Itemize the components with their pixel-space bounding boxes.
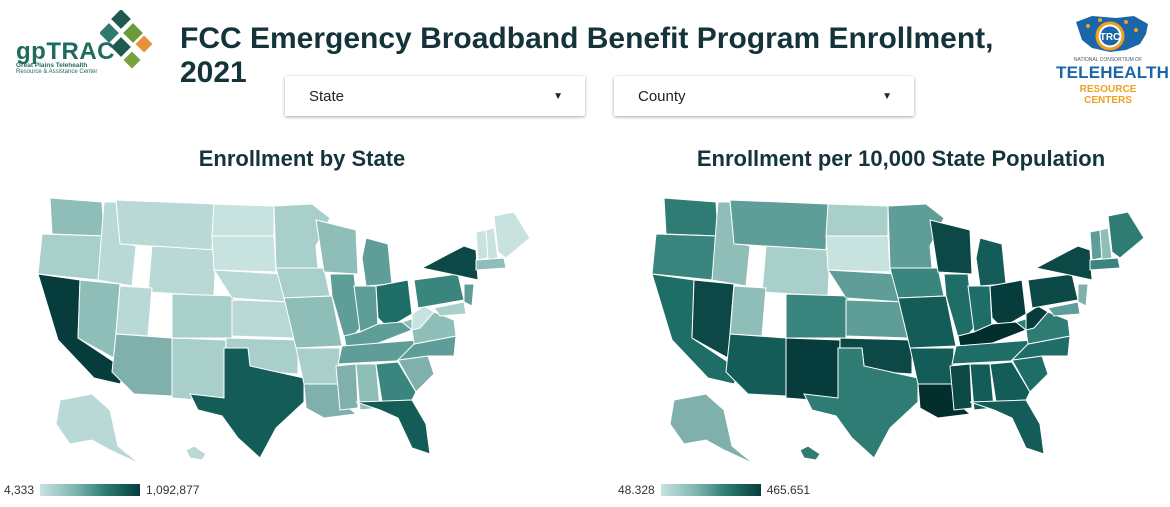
state-nj[interactable] (1077, 283, 1089, 307)
trc-logo: TRC NATIONAL CONSORTIUM OF TELEHEALTH RE… (1056, 10, 1170, 106)
state-mt[interactable] (729, 199, 829, 251)
state-ar[interactable] (909, 347, 955, 385)
state-fl[interactable] (355, 399, 431, 455)
state-dropdown[interactable]: State ▼ (285, 76, 585, 116)
state-wi[interactable] (315, 219, 359, 275)
state-az[interactable] (111, 333, 173, 397)
state-wy[interactable] (147, 245, 217, 297)
state-oh[interactable] (375, 279, 413, 329)
state-ut[interactable] (115, 285, 153, 337)
county-dropdown[interactable]: County ▼ (614, 76, 914, 116)
state-or[interactable] (37, 233, 105, 281)
page-title: FCC Emergency Broadband Benefit Program … (180, 22, 994, 89)
state-mi[interactable] (361, 237, 393, 287)
state-md[interactable] (433, 301, 467, 317)
state-wa[interactable] (49, 197, 105, 237)
state-ia[interactable] (889, 267, 945, 299)
legend-gradient (660, 484, 761, 496)
per-capita-map[interactable] (650, 188, 1150, 468)
state-md[interactable] (1047, 301, 1081, 317)
state-wa[interactable] (663, 197, 719, 237)
state-nm[interactable] (785, 337, 841, 403)
state-nm[interactable] (171, 337, 227, 403)
state-ny[interactable] (1034, 245, 1093, 281)
state-ks[interactable] (231, 299, 295, 339)
state-hi[interactable] (185, 445, 207, 461)
state-az[interactable] (725, 333, 787, 397)
legend-min-label: 4,333 (4, 483, 35, 497)
state-nd[interactable] (825, 203, 889, 237)
state-wy[interactable] (761, 245, 831, 297)
state-ga[interactable] (989, 361, 1031, 403)
legend-max-label: 1,092,877 (146, 483, 200, 497)
chart-title-per-capita: Enrollment per 10,000 State Population (696, 146, 1106, 171)
chevron-down-icon: ▼ (882, 90, 892, 102)
legend-max-label: 465.651 (766, 483, 811, 497)
state-ak[interactable] (55, 393, 141, 465)
state-mi[interactable] (975, 237, 1007, 287)
state-ny[interactable] (420, 245, 479, 281)
state-dropdown-label: State (309, 87, 345, 105)
state-ut[interactable] (729, 285, 767, 337)
state-ar[interactable] (295, 347, 341, 385)
gptrac-subtitle: Great Plains Telehealth (16, 62, 88, 69)
gptrac-wordmark: gpTRAC (16, 38, 115, 65)
state-me[interactable] (493, 211, 531, 259)
state-sd[interactable] (211, 235, 277, 273)
gptrac-logo: gpTRAC Great Plains Telehealth Resource … (12, 10, 152, 80)
county-dropdown-label: County (638, 87, 686, 105)
chevron-down-icon: ▼ (553, 90, 563, 102)
usa-outline-icon: TRC (1076, 16, 1148, 52)
legend-min-label: 48.328 (618, 483, 655, 497)
state-pa[interactable] (413, 273, 465, 309)
state-tx[interactable] (189, 347, 305, 459)
state-or[interactable] (651, 233, 719, 281)
enrollment-map[interactable] (36, 188, 536, 468)
state-mt[interactable] (115, 199, 215, 251)
per-capita-legend: 48.328 465.651 (618, 482, 810, 498)
state-tx[interactable] (803, 347, 919, 459)
legend-gradient (40, 484, 141, 496)
state-co[interactable] (785, 293, 849, 339)
diamond-icon (100, 10, 152, 69)
state-hi[interactable] (799, 445, 821, 461)
trc-consortium-label: NATIONAL CONSORTIUM OF (1073, 57, 1143, 63)
trc-badge-text: TRC (1100, 32, 1121, 43)
enrollment-legend: 4,333 1,092,877 (4, 482, 199, 498)
state-ms[interactable] (949, 363, 973, 411)
state-co[interactable] (171, 293, 235, 339)
state-ia[interactable] (275, 267, 331, 299)
state-sd[interactable] (825, 235, 891, 273)
state-ks[interactable] (845, 299, 909, 339)
state-pa[interactable] (1027, 273, 1079, 309)
chart-title-enrollment: Enrollment by State (198, 146, 406, 171)
trc-telehealth-label: TELEHEALTH (1056, 63, 1170, 82)
state-fl[interactable] (969, 399, 1045, 455)
state-ma[interactable] (475, 257, 507, 271)
gptrac-subtitle-2: Resource & Assistance Center (16, 69, 98, 75)
state-nj[interactable] (463, 283, 475, 307)
state-ms[interactable] (335, 363, 359, 411)
trc-resource-label: RESOURCE CENTERS (1079, 84, 1137, 106)
state-ak[interactable] (669, 393, 755, 465)
state-wi[interactable] (929, 219, 973, 275)
state-me[interactable] (1107, 211, 1145, 259)
state-ga[interactable] (375, 361, 417, 403)
state-ma[interactable] (1089, 257, 1121, 271)
state-oh[interactable] (989, 279, 1027, 329)
state-nd[interactable] (211, 203, 275, 237)
